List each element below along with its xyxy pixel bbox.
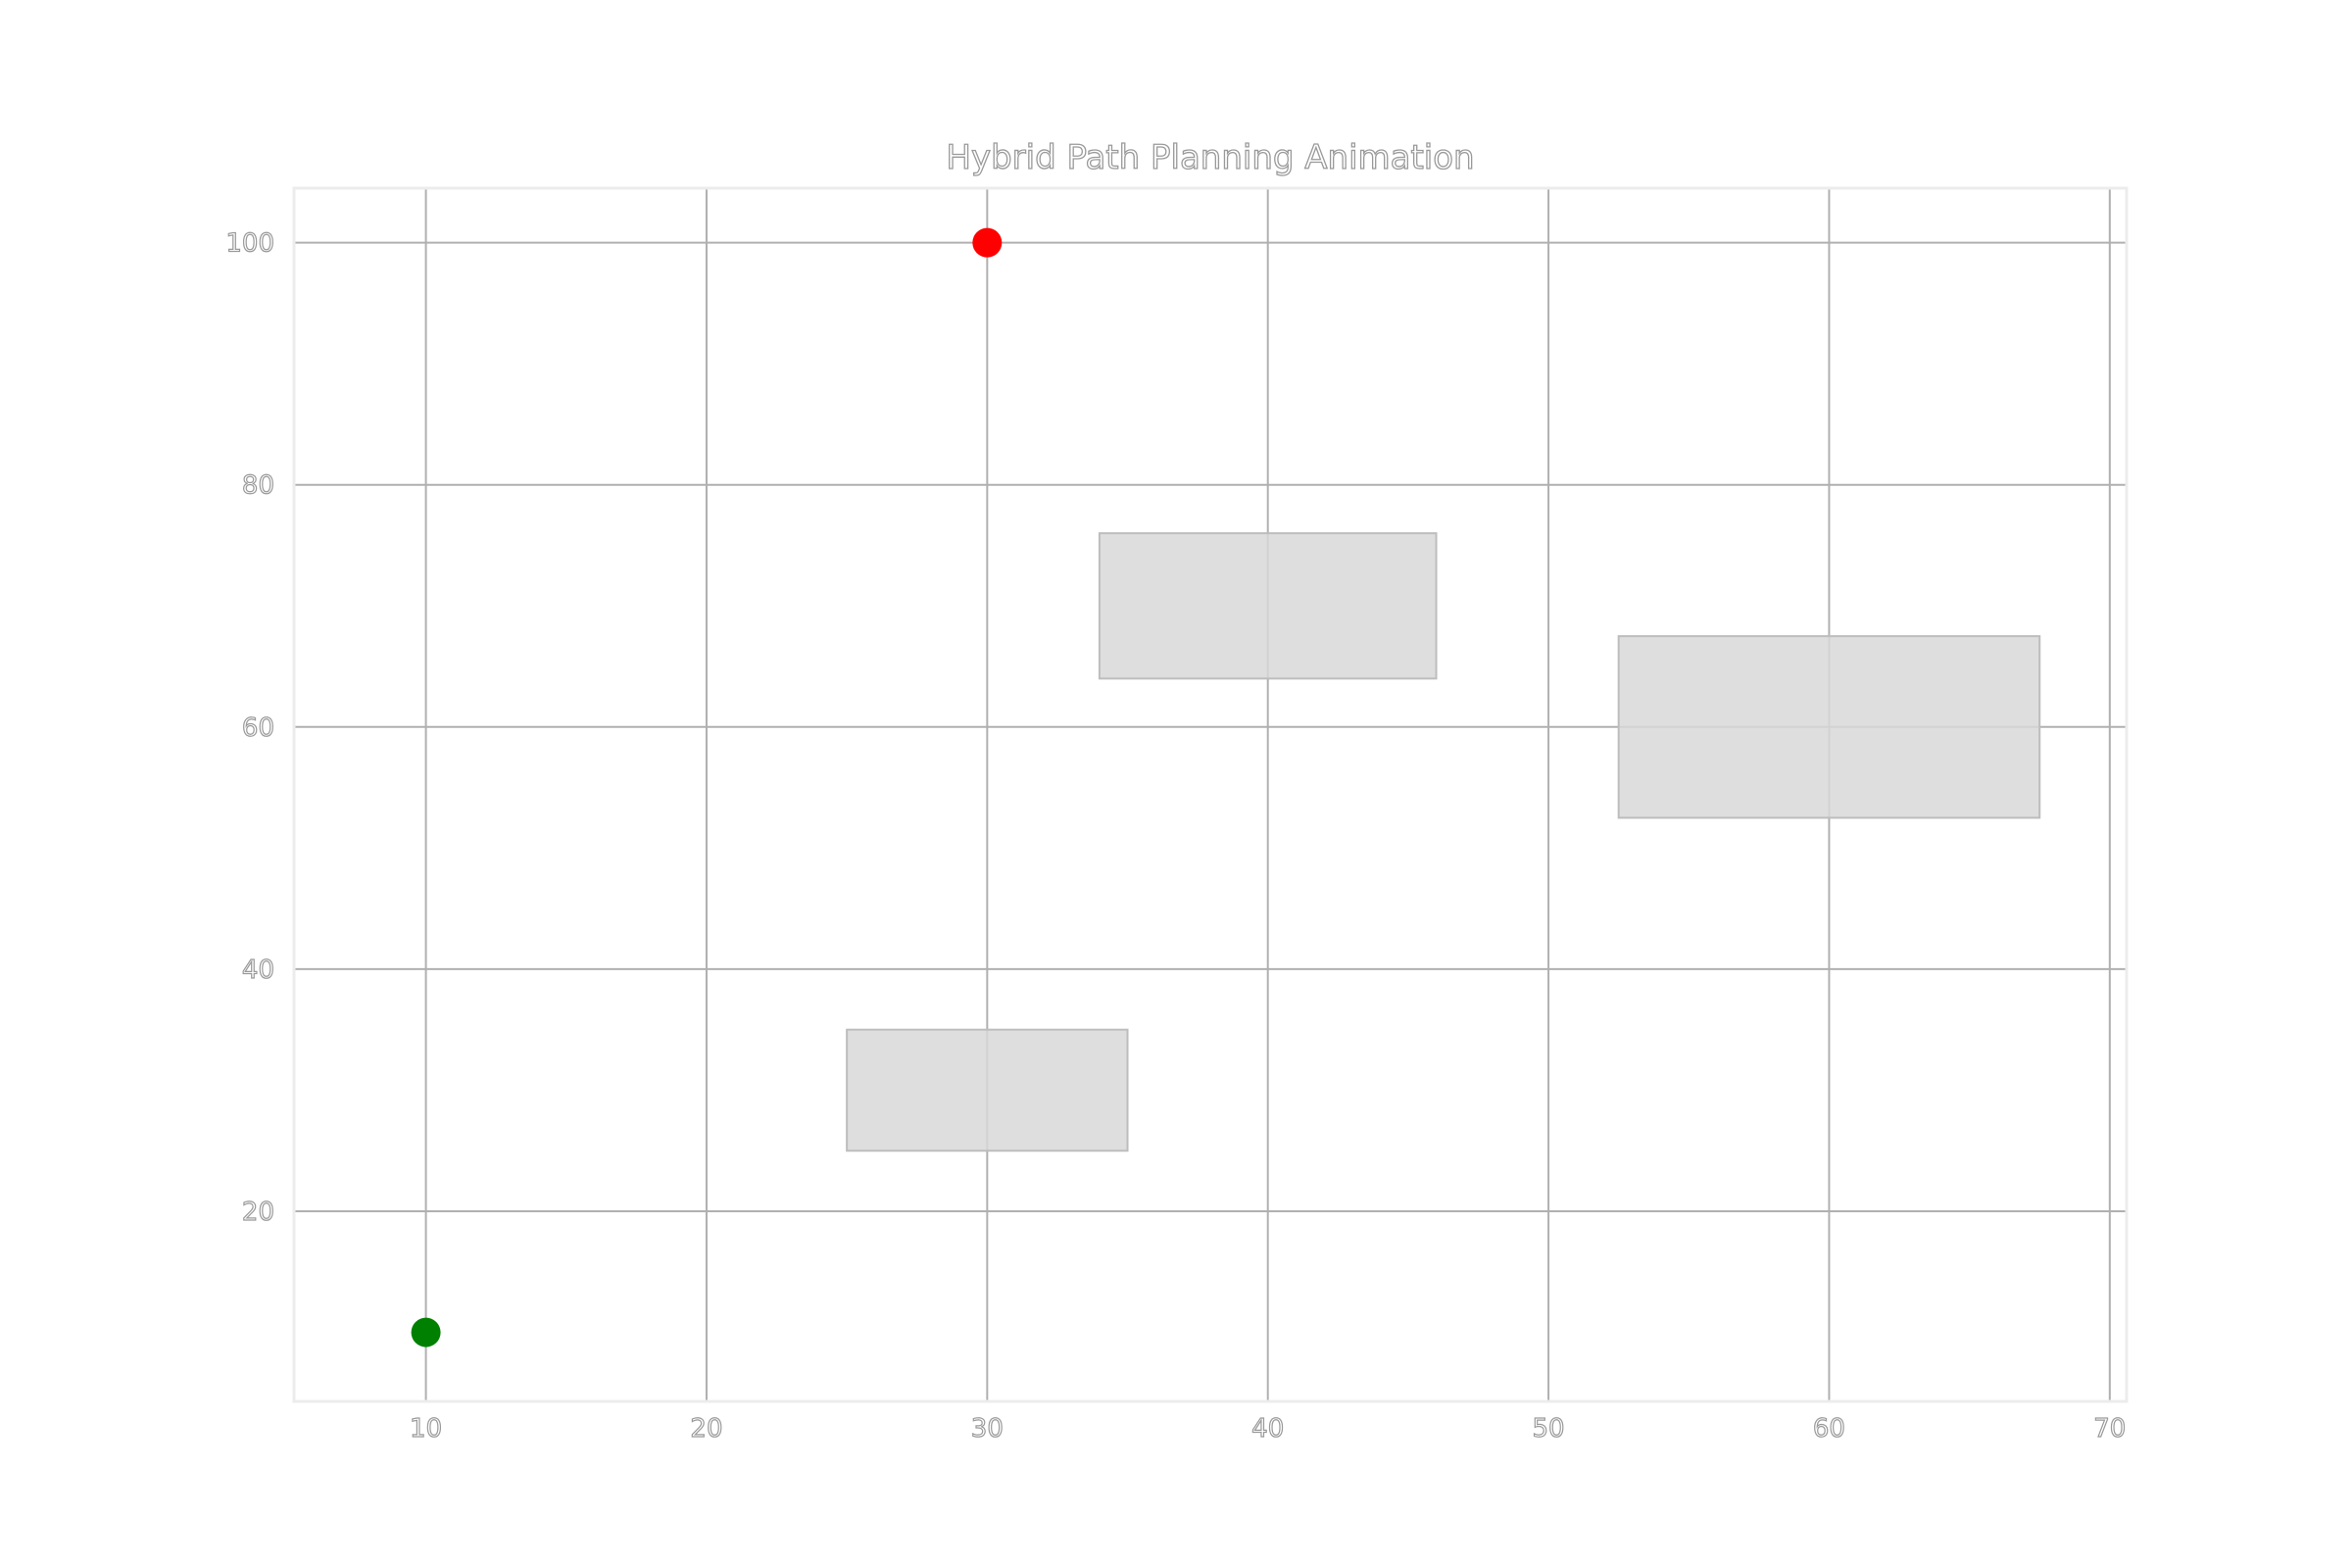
y-tick-labels: 20 40 60 80 100 xyxy=(225,228,275,1228)
y-tick-label-20: 20 xyxy=(242,1198,274,1227)
obstacle-2 xyxy=(1098,532,1438,680)
x-tick-label-40: 40 xyxy=(1251,1414,1284,1444)
x-tick-label-30: 30 xyxy=(971,1414,1004,1444)
goal-point xyxy=(972,227,1003,258)
x-tick-label-10: 10 xyxy=(410,1414,442,1444)
y-tick-label-60: 60 xyxy=(242,713,274,743)
x-tick-label-20: 20 xyxy=(690,1414,722,1444)
axes-frame xyxy=(292,186,2129,1403)
chart-title: Hybrid Path Planning Animation xyxy=(946,138,1474,177)
y-tick-label-100: 100 xyxy=(225,229,274,259)
y-tick-label-80: 80 xyxy=(242,471,274,501)
start-point xyxy=(411,1317,441,1348)
x-tick-label-60: 60 xyxy=(1813,1414,1845,1444)
x-tick-label-70: 70 xyxy=(2093,1414,2126,1444)
points xyxy=(411,227,1003,1348)
obstacles xyxy=(846,532,2041,1152)
x-tick-labels: 10 20 30 40 50 60 70 xyxy=(409,1413,2127,1444)
y-tick-label-40: 40 xyxy=(242,956,274,985)
obstacle-1 xyxy=(846,1028,1129,1152)
x-tick-label-50: 50 xyxy=(1533,1414,1565,1444)
obstacle-3 xyxy=(1617,635,2041,819)
